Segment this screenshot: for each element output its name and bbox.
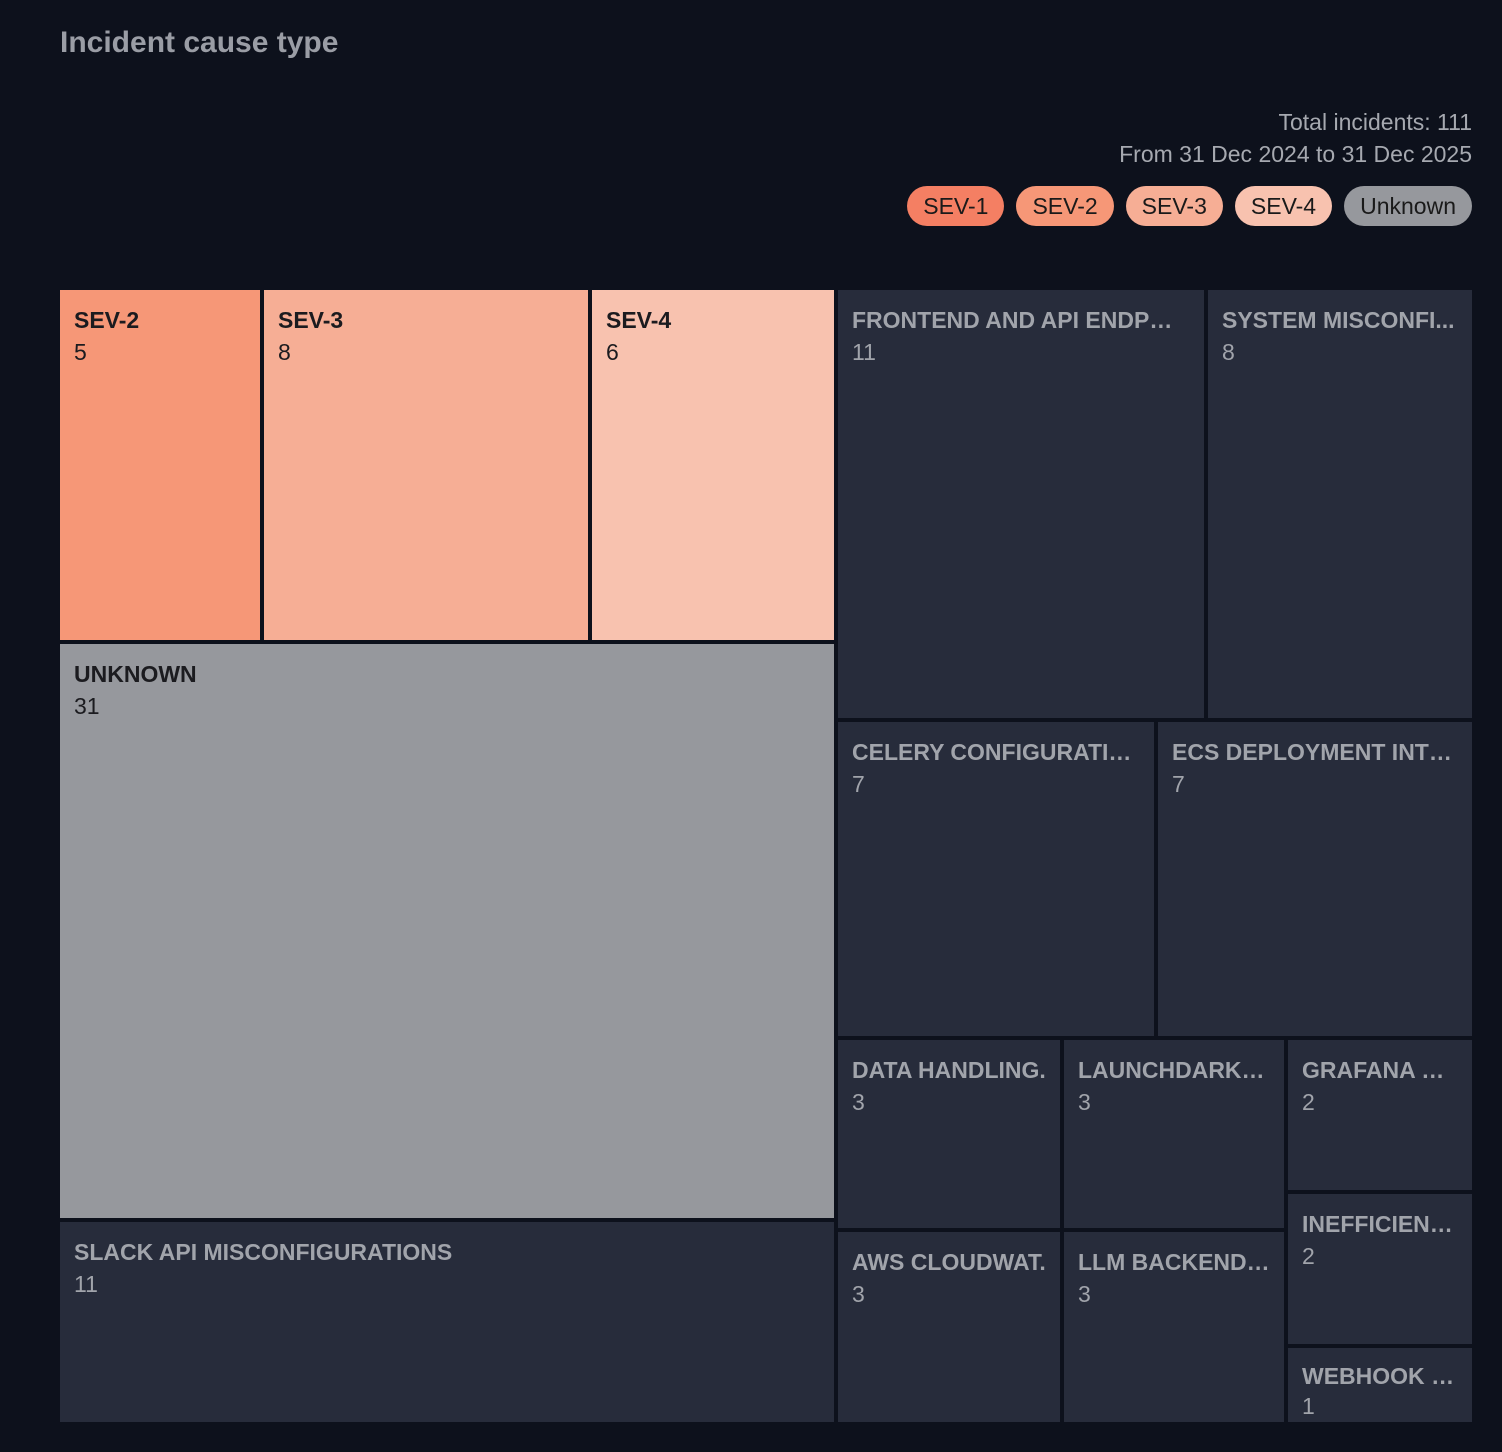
tile-value: 1	[1302, 1393, 1315, 1419]
treemap-tile[interactable]: SEV-2 5	[60, 290, 260, 640]
treemap-tile[interactable]: GRAFANA QU. 2	[1288, 1040, 1472, 1190]
treemap-tile[interactable]: SLACK API MISCONFIGURATIONS 11	[60, 1222, 834, 1422]
tile-label: WEBHOOK D..	[1302, 1363, 1458, 1389]
tile-label: SLACK API MISCONFIGURATIONS	[74, 1239, 453, 1265]
treemap-tile[interactable]: FRONTEND AND API ENDPOI... 11	[838, 290, 1204, 718]
tile-value: 11	[852, 339, 876, 365]
legend-pill-sev-2[interactable]: SEV-2	[1016, 186, 1114, 226]
tile-label: SEV-4	[606, 307, 672, 333]
total-incidents: Total incidents: 111	[1278, 109, 1473, 135]
severity-legend: SEV-1 SEV-2 SEV-3 SEV-4 Unknown	[907, 186, 1472, 226]
treemap-tile[interactable]: SEV-4 6	[592, 290, 834, 640]
tile-value: 6	[606, 339, 619, 365]
date-range: From 31 Dec 2024 to 31 Dec 2025	[1119, 141, 1472, 167]
treemap-tile[interactable]: LLM BACKEND P.. 3	[1064, 1232, 1284, 1422]
tile-value: 3	[1078, 1281, 1091, 1307]
tile-value: 3	[1078, 1089, 1091, 1115]
tile-label: SEV-2	[74, 307, 140, 333]
tile-label: SEV-3	[278, 307, 344, 333]
tile-value: 7	[852, 771, 865, 797]
treemap-tile[interactable]: SYSTEM MISCONFI... 8	[1208, 290, 1472, 718]
tile-value: 7	[1172, 771, 1185, 797]
treemap-tile[interactable]: ECS DEPLOYMENT INTE... 7	[1158, 722, 1472, 1036]
tile-label: INEFFICIENT ..	[1302, 1211, 1458, 1237]
tile-value: 31	[74, 693, 100, 719]
treemap-tile[interactable]: SEV-3 8	[264, 290, 588, 640]
tile-value: 3	[852, 1089, 865, 1115]
chart-summary: Total incidents: 111 From 31 Dec 2024 to…	[1119, 106, 1472, 170]
tile-label: GRAFANA QU.	[1302, 1057, 1458, 1083]
tile-label: ECS DEPLOYMENT INTE...	[1172, 739, 1458, 765]
treemap-tile[interactable]: LAUNCHDARKL... 3	[1064, 1040, 1284, 1228]
treemap-tile[interactable]: WEBHOOK D.. 1	[1288, 1348, 1472, 1422]
treemap-tile[interactable]: DATA HANDLING. 3	[838, 1040, 1060, 1228]
legend-pill-sev-1[interactable]: SEV-1	[907, 186, 1005, 226]
treemap-tile[interactable]: AWS CLOUDWAT. 3	[838, 1232, 1060, 1422]
tile-label: LLM BACKEND P..	[1078, 1249, 1270, 1275]
legend-pill-sev-4[interactable]: SEV-4	[1234, 186, 1333, 226]
tile-value: 3	[852, 1281, 865, 1307]
tile-value: 5	[74, 339, 87, 365]
treemap-tile[interactable]: UNKNOWN 31	[60, 644, 834, 1218]
tile-label: DATA HANDLING.	[852, 1057, 1046, 1083]
treemap-tile[interactable]: CELERY CONFIGURATIO... 7	[838, 722, 1154, 1036]
tile-value: 8	[1222, 339, 1235, 365]
tile-value: 2	[1302, 1089, 1315, 1115]
legend-pill-sev-3[interactable]: SEV-3	[1125, 186, 1223, 226]
legend-pill-unknown[interactable]: Unknown	[1344, 186, 1472, 226]
tile-value: 11	[74, 1271, 98, 1297]
tile-value: 8	[278, 339, 291, 365]
tile-label: AWS CLOUDWAT.	[852, 1249, 1046, 1275]
tile-label: CELERY CONFIGURATIO...	[852, 739, 1140, 765]
chart-title: Incident cause type	[60, 26, 339, 59]
tile-label: UNKNOWN	[74, 661, 197, 687]
tile-label: SYSTEM MISCONFI...	[1222, 307, 1455, 333]
treemap-tile[interactable]: INEFFICIENT .. 2	[1288, 1194, 1472, 1344]
tile-value: 2	[1302, 1243, 1315, 1269]
tile-label: FRONTEND AND API ENDPOI...	[852, 307, 1190, 333]
tile-label: LAUNCHDARKL...	[1078, 1057, 1270, 1083]
